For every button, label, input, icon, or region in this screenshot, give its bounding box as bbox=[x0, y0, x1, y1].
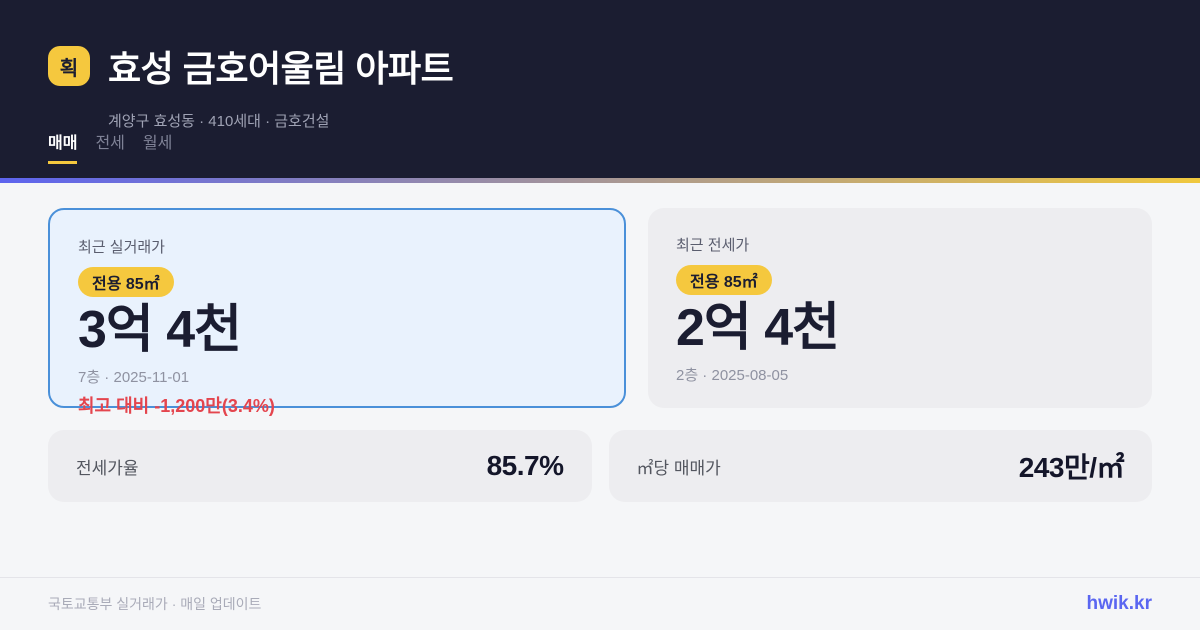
price-per-sqm-label: ㎡당 매매가 bbox=[636, 458, 721, 478]
trade-type-tabs: 매매 전세 월세 bbox=[48, 129, 172, 164]
sale-price-delta: 최고 대비 -1,200만(3.4%) bbox=[78, 395, 275, 416]
jeonse-card-label: 최근 전세가 bbox=[676, 237, 750, 254]
jeonse-price-meta: 2층 · 2025-08-05 bbox=[676, 366, 789, 384]
jeonse-ratio-value: 85.7% bbox=[486, 450, 564, 481]
recent-sale-price-card: 최근 실거래가 전용 85㎡ 3억 4천 7층 · 2025-11-01 최고 … bbox=[48, 208, 626, 416]
sale-price-meta: 7층 · 2025-11-01 bbox=[78, 368, 190, 386]
logo-badge: 획 bbox=[48, 46, 90, 86]
jeonse-price-value: 2억 4천 bbox=[676, 299, 840, 357]
title-row: 획 효성 금호어울림 아파트 bbox=[48, 0, 1152, 92]
data-source-note: 국토교통부 실거래가 · 매일 업데이트 bbox=[48, 596, 262, 612]
main-content: 최근 실거래가 전용 85㎡ 3억 4천 7층 · 2025-11-01 최고 … bbox=[0, 183, 1200, 577]
tab-wolse[interactable]: 월세 bbox=[142, 135, 173, 152]
jeonse-ratio-stat: 전세가율 85.7% bbox=[48, 430, 592, 502]
sale-area-badge: 전용 85㎡ bbox=[78, 267, 174, 297]
footer: 국토교통부 실거래가 · 매일 업데이트 hwik.kr bbox=[0, 577, 1200, 630]
price-per-sqm-value: 243만/㎡ bbox=[1018, 452, 1125, 483]
recent-jeonse-price-card: 최근 전세가 전용 85㎡ 2억 4천 2층 · 2025-08-05 bbox=[648, 208, 1152, 408]
accent-gradient-divider bbox=[0, 178, 1200, 183]
jeonse-area-badge: 전용 85㎡ bbox=[676, 265, 772, 295]
sale-price-value: 3억 4천 bbox=[78, 301, 242, 359]
price-per-sqm-stat: ㎡당 매매가 243만/㎡ bbox=[608, 430, 1152, 502]
jeonse-ratio-label: 전세가율 bbox=[76, 458, 139, 478]
price-cards-row: 최근 실거래가 전용 85㎡ 3억 4천 7층 · 2025-11-01 최고 … bbox=[48, 208, 1152, 416]
tab-maemae[interactable]: 매매 bbox=[48, 129, 78, 164]
header: 획 효성 금호어울림 아파트 계양구 효성동 · 410세대 · 금호건설 매매… bbox=[0, 0, 1200, 178]
sale-card-label: 최근 실거래가 bbox=[78, 239, 165, 256]
apartment-subtitle: 계양구 효성동 · 410세대 · 금호건설 bbox=[108, 113, 330, 130]
stats-row: 전세가율 85.7% ㎡당 매매가 243만/㎡ bbox=[48, 430, 1152, 502]
page-title: 효성 금호어울림 아파트 bbox=[108, 48, 454, 89]
brand-logo[interactable]: hwik.kr bbox=[1086, 593, 1152, 614]
tab-jeonse[interactable]: 전세 bbox=[95, 135, 125, 152]
